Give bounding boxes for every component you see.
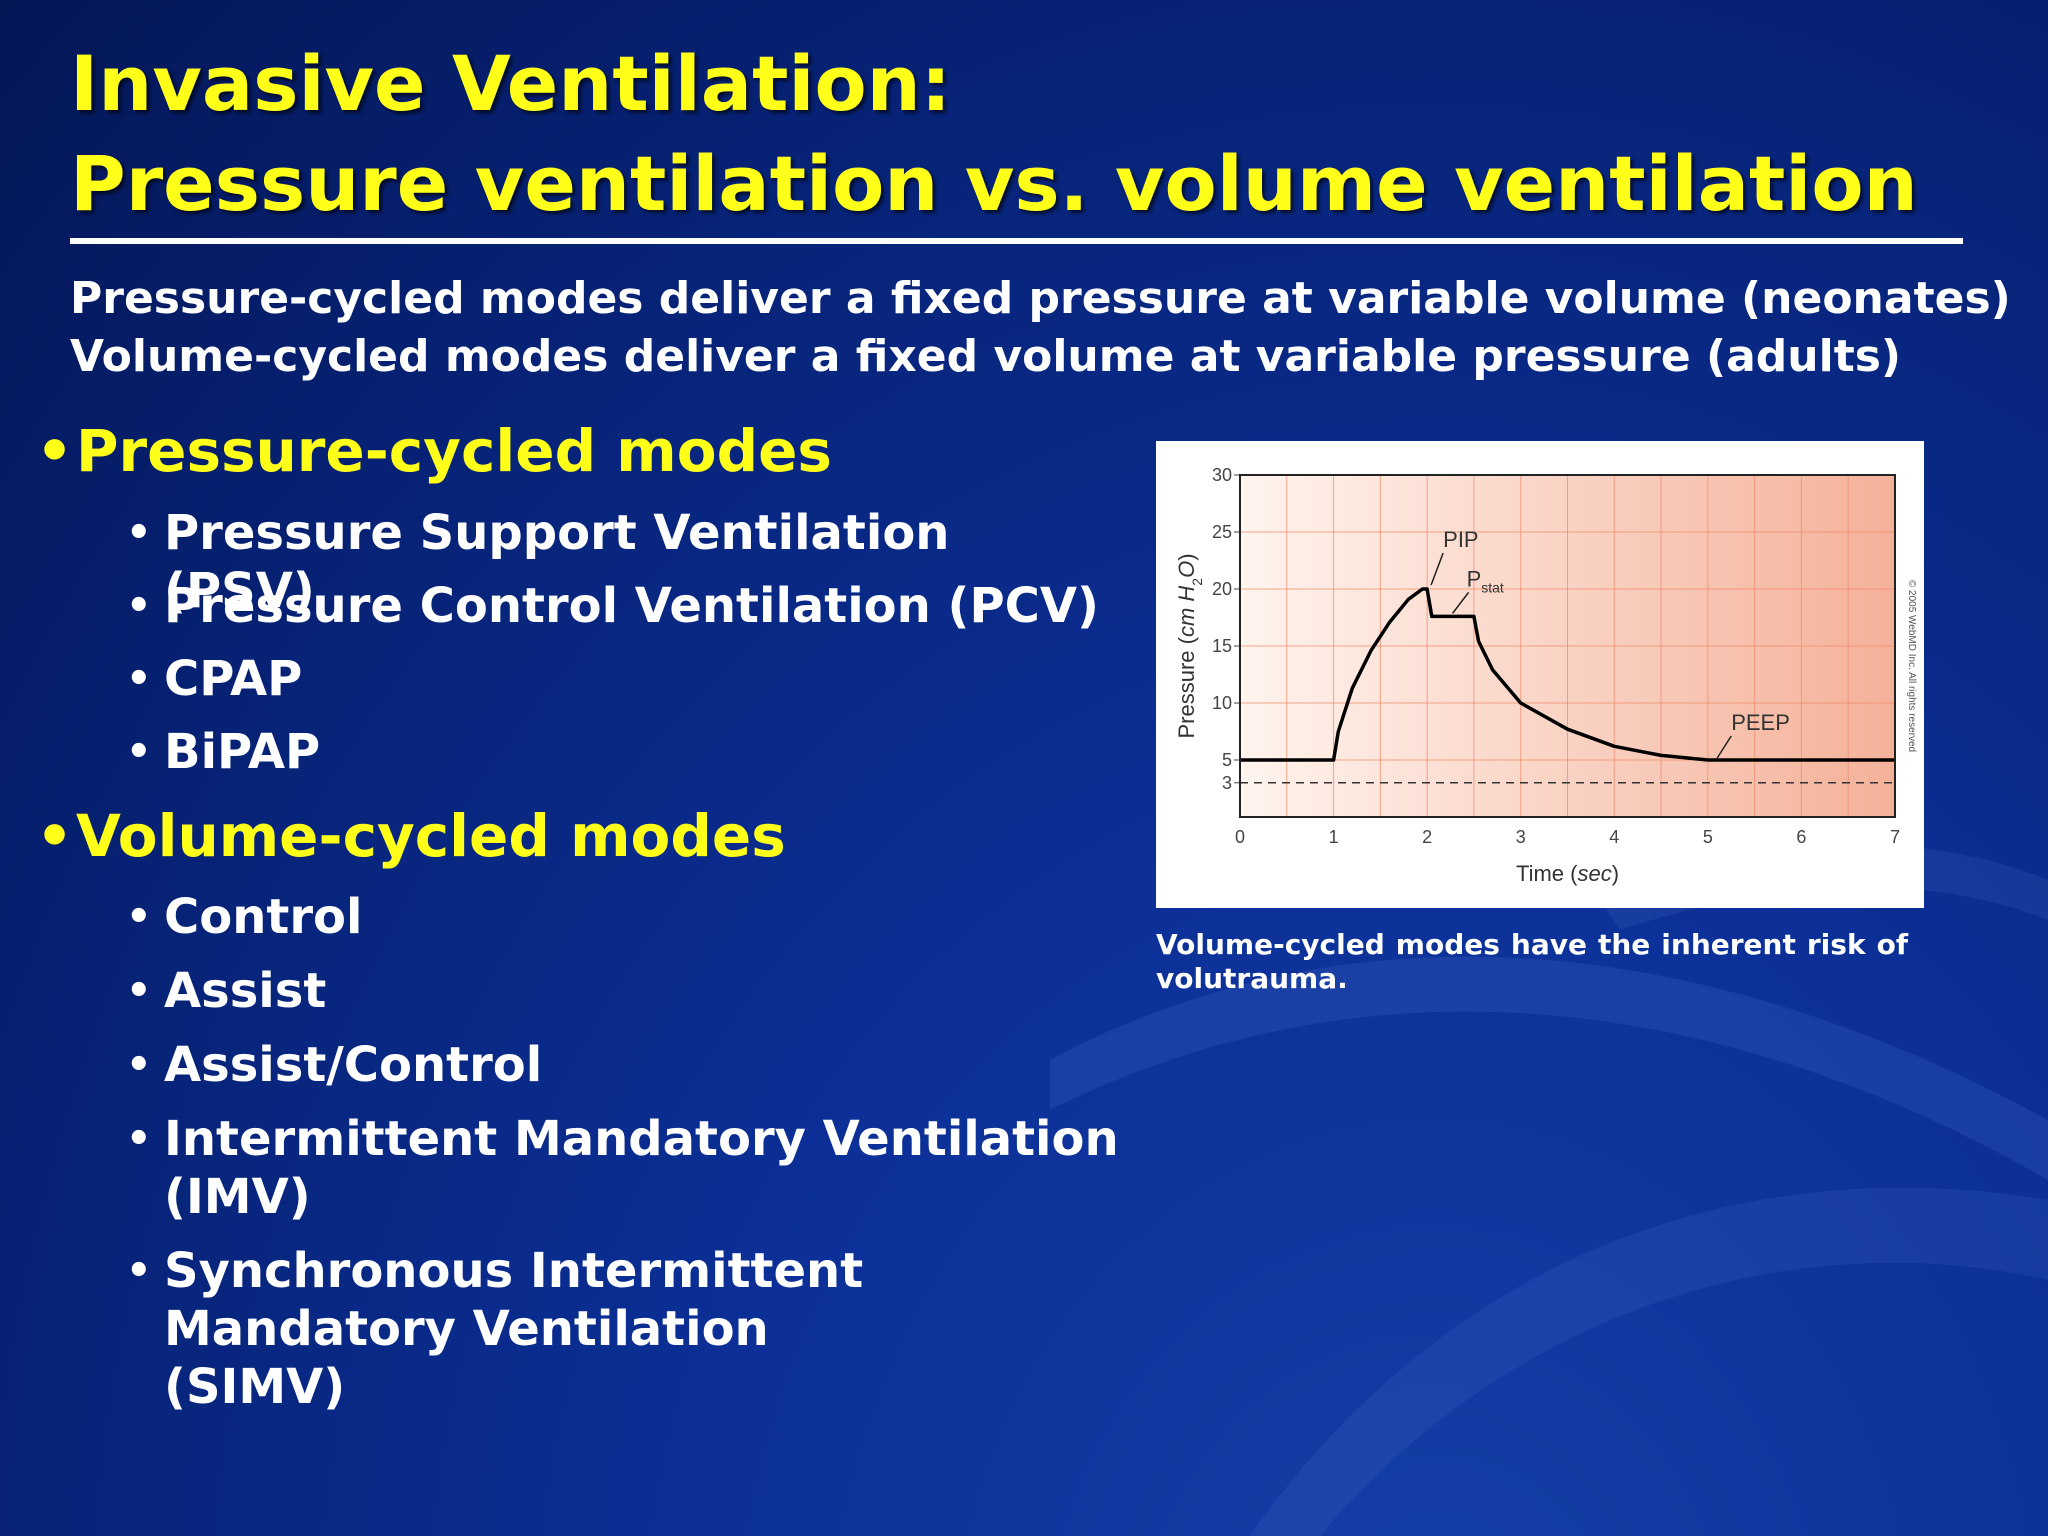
pip-label: PIP	[1443, 527, 1478, 552]
list-item-simv: • Synchronous Intermittent Mandatory Ven…	[126, 1242, 944, 1416]
x-tick-label: 5	[1703, 827, 1713, 847]
list-item-cpap: • CPAP	[126, 650, 1114, 708]
x-tick-label: 0	[1235, 827, 1245, 847]
x-tick-label: 7	[1890, 827, 1900, 847]
list-item-imv: • Intermittent Mandatory Ventilation (IM…	[126, 1110, 1124, 1226]
y-tick-label: 30	[1212, 465, 1232, 485]
list-item-text: Intermittent Mandatory Ventilation (IMV)	[164, 1111, 1119, 1225]
y-axis-label-main: Pressure (	[1174, 636, 1199, 738]
title-divider	[70, 238, 1963, 244]
tick-labels: 0 1 2 3 4 5 6 7 3 5 10 15 20 25 30	[1212, 465, 1900, 847]
bullet-icon: •	[126, 656, 152, 702]
x-tick-label: 3	[1516, 827, 1526, 847]
y-tick-label: 3	[1222, 773, 1232, 793]
y-tick-label: 10	[1212, 693, 1232, 713]
plot-frame	[1239, 474, 1896, 818]
y-tick-label: 20	[1212, 579, 1232, 599]
x-tick-label: 4	[1609, 827, 1619, 847]
pstat-subscript: stat	[1481, 579, 1504, 595]
bullet-icon: •	[36, 417, 74, 485]
list-item-text: Control	[164, 889, 363, 945]
chart-caption: Volume-cycled modes have the inherent ri…	[1156, 928, 1908, 995]
list-item-assist-control: • Assist/Control	[126, 1036, 1114, 1094]
y-tick-label: 25	[1212, 522, 1232, 542]
peep-pointer	[1716, 735, 1732, 759]
bullet-icon: •	[126, 729, 152, 775]
pressure-cycled-heading: •Pressure-cycled modes	[36, 416, 832, 486]
bullet-icon: •	[126, 968, 152, 1014]
y-axis-label-unit-2: O	[1174, 561, 1199, 578]
x-axis-label-close: )	[1612, 861, 1619, 886]
y-tick-label: 15	[1212, 636, 1232, 656]
slide-title-line-1: Invasive Ventilation:	[70, 39, 952, 128]
bullet-icon: •	[126, 1116, 152, 1162]
x-tick-label: 2	[1422, 827, 1432, 847]
intro-line-1: Pressure-cycled modes deliver a fixed pr…	[70, 273, 2011, 324]
slide-title-line-2: Pressure ventilation vs. volume ventilat…	[70, 139, 1918, 228]
x-axis-label: Time (sec)	[1516, 861, 1619, 886]
list-item-text: Assist/Control	[164, 1037, 543, 1093]
intro-line-2: Volume-cycled modes deliver a fixed volu…	[70, 331, 1902, 382]
list-item-assist: • Assist	[126, 962, 1114, 1020]
volume-cycled-heading-text: Volume-cycled modes	[76, 802, 786, 870]
bullet-icon: •	[36, 802, 74, 870]
y-axis-label: Pressure (cm H2O)	[1174, 553, 1205, 738]
list-item-text: CPAP	[164, 651, 303, 707]
bullet-icon: •	[126, 1042, 152, 1088]
bullet-icon: •	[126, 510, 152, 556]
slide-title: Invasive Ventilation: Pressure ventilati…	[70, 34, 1918, 234]
list-item-text: BiPAP	[164, 724, 321, 780]
copyright-notice: © 2005 WebMD Inc. All rights reserved	[1906, 580, 1917, 752]
pstat-pointer	[1451, 591, 1470, 614]
x-tick-label: 6	[1796, 827, 1806, 847]
list-item-bipap: • BiPAP	[126, 723, 1114, 781]
list-item-psv: • Pressure Support Ventilation (PSV)	[126, 504, 1114, 620]
list-item-text: Assist	[164, 963, 327, 1019]
list-item-control: • Control	[126, 888, 1114, 946]
pip-pointer	[1430, 552, 1444, 586]
volume-cycled-heading: •Volume-cycled modes	[36, 801, 786, 871]
bullet-icon: •	[126, 583, 152, 629]
list-item-pcv: • Pressure Control Ventilation (PCV)	[126, 577, 1114, 635]
bullet-icon: •	[126, 1248, 152, 1294]
list-item-text: Synchronous Intermittent Mandatory Venti…	[164, 1243, 864, 1415]
bullet-icon: •	[126, 894, 152, 940]
y-axis-label-close: )	[1174, 553, 1199, 560]
x-tick-label: 1	[1329, 827, 1339, 847]
pressure-series-line	[1240, 587, 1895, 762]
x-axis-label-unit: sec	[1577, 861, 1611, 886]
peep-label: PEEP	[1731, 710, 1790, 735]
intro-text: Pressure-cycled modes deliver a fixed pr…	[70, 270, 2011, 386]
y-axis-label-subscript: 2	[1189, 578, 1205, 586]
pressure-time-chart: 0 1 2 3 4 5 6 7 3 5 10 15 20 25 30 PIP Pstat PEEP Time (…	[1156, 441, 1924, 908]
y-axis-label-unit: cm H	[1174, 586, 1199, 637]
y-tick-label: 5	[1222, 750, 1232, 770]
x-axis-label-main: Time (	[1516, 861, 1578, 886]
pressure-cycled-heading-text: Pressure-cycled modes	[76, 417, 832, 485]
list-item-text: Pressure Control Ventilation (PCV)	[164, 578, 1099, 634]
list-item-text: Pressure Support Ventilation (PSV)	[164, 505, 950, 619]
